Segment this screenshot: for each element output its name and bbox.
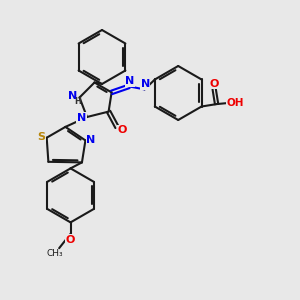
Text: S: S bbox=[37, 132, 45, 142]
Text: CH₃: CH₃ bbox=[46, 249, 63, 258]
Text: N: N bbox=[68, 91, 77, 101]
Text: N: N bbox=[77, 112, 86, 123]
Text: OH: OH bbox=[226, 98, 244, 108]
Text: O: O bbox=[117, 125, 127, 135]
Text: N: N bbox=[141, 79, 150, 89]
Text: N: N bbox=[86, 135, 95, 146]
Text: H: H bbox=[75, 97, 81, 106]
Text: N: N bbox=[125, 76, 134, 86]
Text: O: O bbox=[66, 235, 75, 245]
Text: O: O bbox=[209, 79, 219, 89]
